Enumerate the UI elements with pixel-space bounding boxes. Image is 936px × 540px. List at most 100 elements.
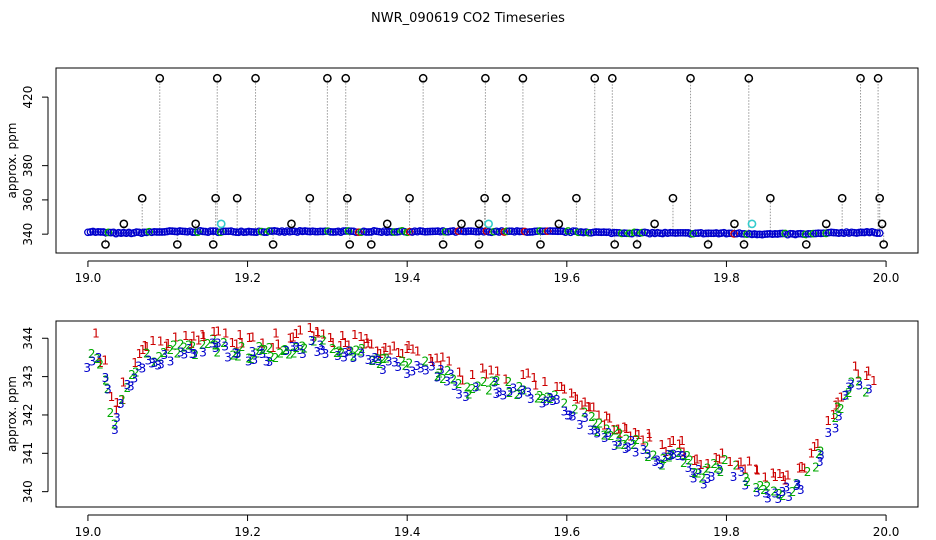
bottom-series-2-mark: 2 [743,475,751,489]
top-data-point [622,229,631,238]
bottom-series-3-mark: 3 [316,339,324,353]
bottom-series-1-mark: 1 [753,463,761,477]
bottom-series-1-mark: 1 [427,352,435,366]
bottom-series-1-mark: 1 [245,331,253,345]
bottom-series-2-mark: 2 [213,345,221,359]
bottom-series-3-mark: 3 [835,409,843,423]
bottom-series-2-mark: 2 [702,464,710,478]
top-data-point [84,228,92,237]
bottom-series-2-mark: 2 [760,483,768,497]
bottom-series-2-mark: 2 [353,344,361,358]
top-data-point [342,227,350,235]
bottom-series-2-mark: 2 [789,485,797,499]
bottom-series-2-mark: 2 [220,336,228,350]
bottom-series-3-mark: 3 [680,450,688,464]
bottom-series-1-mark: 1 [639,433,647,447]
bottom-series-1-mark: 1 [395,346,403,360]
top-data-point [502,227,511,236]
bottom-series-3-mark: 3 [259,347,267,361]
top-data-point [594,228,603,236]
bottom-series-1-mark: 1 [870,374,878,388]
bottom-series-3-mark: 3 [817,449,825,463]
bottom-series-1-mark: 1 [771,470,779,484]
top-outlier-points [101,73,889,249]
top-outlier-mid [137,193,147,203]
bottom-series-2-mark: 2 [209,333,217,347]
bottom-series-3-mark: 3 [214,336,222,350]
top-panel: 19.0 19.2 19.4 19.6 19.8 20.0 340 360 380 420 app… [5,67,919,285]
top-highlight-point [747,219,757,229]
bottom-series-2-mark: 2 [276,347,284,361]
bottom-series-2-mark: 2 [581,405,589,419]
bottom-series-3-mark: 3 [250,353,258,367]
top-data-point [612,228,621,237]
top-data-point [702,229,710,238]
bottom-series-1-mark: 1 [578,399,586,413]
top-data-point [209,227,217,235]
bottom-series-1-mark: 1 [627,430,635,444]
bottom-series-3-mark: 3 [506,385,514,399]
top-data-point [668,228,677,237]
bottom-series-2-mark: 2 [469,382,477,396]
top-data-point [597,228,606,237]
top-data-point [617,229,626,238]
bottom-series-2-mark: 2 [329,342,337,356]
top-data-point [214,228,223,237]
bottom-series-3-mark: 3 [661,451,669,465]
top-data-point [155,228,164,236]
bottom-series-2-mark: 2 [107,406,115,420]
top-data-point [707,229,715,238]
bottom-x-tick-label: 19.8 [713,525,740,539]
bottom-series-2-mark: 2 [104,382,112,396]
bottom-series-1-mark: 1 [390,340,398,354]
bottom-series-3-mark: 3 [667,449,675,463]
bottom-series-3-mark: 3 [231,347,239,361]
bottom-series-3-mark: 3 [794,478,802,492]
bottom-series-1-mark: 1 [863,369,871,383]
bottom-series-3-mark: 3 [566,408,574,422]
top-main-series [84,227,884,239]
bottom-series-1-mark: 1 [403,342,411,356]
bottom-series-3-mark: 3 [135,360,143,374]
top-outlier-high [856,73,865,83]
bottom-series-1-mark: 1 [286,331,294,345]
top-data-point [265,227,274,235]
bottom-series-1-mark: 1 [368,337,376,351]
bottom-series-3-mark: 3 [104,383,112,397]
bottom-series-3-mark: 3 [358,347,366,361]
top-data-point [686,230,695,238]
bottom-series-1-mark: 1 [837,390,845,404]
bottom-series-2-mark: 2 [88,347,96,361]
top-data-point [768,230,777,239]
bottom-series-1-mark: 1 [745,455,753,469]
top-data-point [170,227,179,236]
bottom-series-1-mark: 1 [289,330,297,344]
top-outlier-high [155,73,165,83]
bottom-series-2-mark: 2 [694,467,702,481]
bottom-series-2-mark: 2 [143,346,151,360]
bottom-series-2-mark: 2 [337,346,345,360]
bottom-series-2-mark: 2 [185,339,193,353]
bottom-series-2-mark: 2 [272,351,280,365]
bottom-series-3-mark: 3 [95,351,103,365]
bottom-series-1-mark: 1 [210,325,218,339]
top-data-point [817,229,825,238]
bottom-series-1-mark: 1 [108,390,116,404]
bottom-series-2-mark: 2 [764,479,772,493]
bottom-series-3-mark: 3 [495,386,503,400]
bottom-series-1-mark: 1 [646,431,654,445]
bottom-series-3-mark: 3 [385,354,393,368]
top-outlier-high [518,73,528,83]
top-data-point [441,227,450,236]
top-highlight-point [216,219,226,229]
bottom-series-3-mark: 3 [369,354,377,368]
top-outlier-low [345,240,355,249]
bottom-series-1-mark: 1 [182,329,190,343]
top-outlier-high [481,73,490,83]
bottom-series-1-mark: 1 [200,330,208,344]
bottom-series-3-mark: 3 [704,472,712,486]
bottom-series-3-mark: 3 [569,409,577,423]
top-outlier-low [879,240,889,249]
bottom-series-1-mark: 1 [615,422,623,436]
